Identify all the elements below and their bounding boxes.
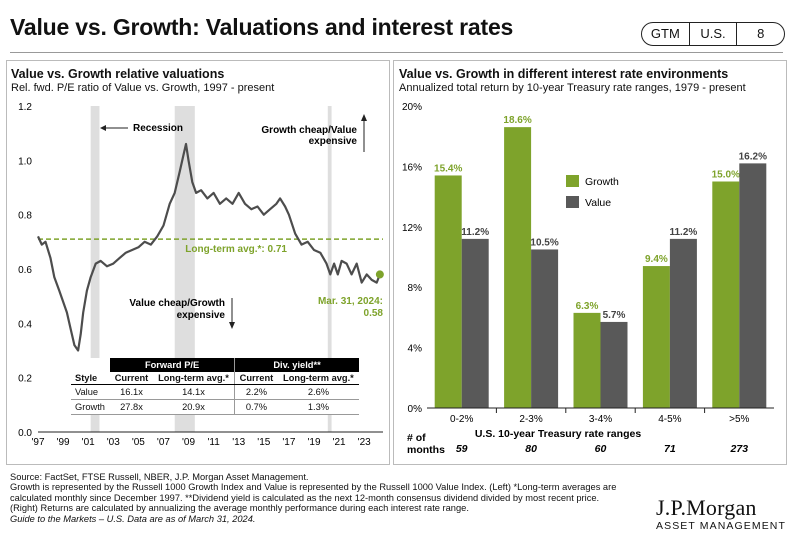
pe-current-cell: 16.1x <box>110 384 153 400</box>
latest-value-point <box>375 270 384 279</box>
latest-date-label: Mar. 31, 2024: <box>318 296 383 307</box>
x-tick-label: '99 <box>57 437 70 448</box>
style-cell: Value <box>71 384 111 400</box>
y-tick-label: 1.2 <box>18 102 32 113</box>
table-row: Growth 27.8x 20.9x 0.7% 1.3% <box>71 399 359 415</box>
x-tick-label: '05 <box>132 437 145 448</box>
recession-annotation: Recession <box>133 123 183 134</box>
x-tick-label: '01 <box>82 437 95 448</box>
dy-avg-cell: 2.6% <box>277 384 359 400</box>
x-tick-label: '03 <box>107 437 120 448</box>
latest-value-label: 0.58 <box>364 308 384 319</box>
footnote-line: Growth is represented by the Russell 100… <box>10 482 617 493</box>
dividend-yield-group-header: Div. yield** <box>234 358 359 372</box>
growth-cheap-label-2: expensive <box>309 136 358 147</box>
footnote-line: calculated monthly since December 1997. … <box>10 492 600 503</box>
dy-current-cell: 0.7% <box>234 399 278 415</box>
logo-sub-text: ASSET MANAGEMENT <box>656 520 787 532</box>
x-tick-label: '97 <box>31 437 44 448</box>
x-tick-label: '15 <box>257 437 270 448</box>
right-chart-subtitle: Annualized total return by 10-year Treas… <box>399 82 746 94</box>
page-title: Value vs. Growth: Valuations and interes… <box>10 14 514 40</box>
value-cheap-arrow-head <box>229 322 235 329</box>
pe-current-cell: 27.8x <box>110 399 153 415</box>
pe-longterm-column-header: Long-term avg.* <box>152 372 235 385</box>
x-tick-label: '23 <box>358 437 371 448</box>
growth-cheap-arrow-head <box>361 114 367 121</box>
value-cheap-label-1: Value cheap/Growth <box>129 298 225 309</box>
footnotes: Source: FactSet, FTSE Russell, NBER, J.P… <box>10 472 650 524</box>
y-tick-label: 0.4 <box>18 319 32 330</box>
badge-gtm: GTM <box>650 26 680 41</box>
x-tick-label: '19 <box>307 437 320 448</box>
recession-band <box>90 106 100 432</box>
left-chart-subtitle: Rel. fwd. P/E ratio of Value vs. Growth,… <box>11 82 275 94</box>
table-row: Value 16.1x 14.1x 2.2% 2.6% <box>71 384 359 400</box>
right-panel-frame <box>393 60 787 465</box>
pe-avg-cell: 20.9x <box>152 399 235 415</box>
y-tick-label: 0.6 <box>18 265 32 276</box>
dy-avg-cell: 1.3% <box>277 399 359 415</box>
pe-avg-cell: 14.1x <box>152 384 235 400</box>
left-panel-frame <box>6 60 390 465</box>
y-tick-label: 0.2 <box>18 374 32 385</box>
badge-page-number: 8 <box>736 23 784 45</box>
table-group-header-row: Forward P/E Div. yield** <box>71 358 359 372</box>
table-column-header-row: Style Current Long-term avg.* Current Lo… <box>71 372 359 385</box>
left-chart-title: Value vs. Growth relative valuations <box>11 67 225 81</box>
x-tick-label: '11 <box>207 437 220 448</box>
value-cheap-label-2: expensive <box>177 310 226 321</box>
style-column-header: Style <box>71 372 111 385</box>
logo-main-text: J.P.Morgan <box>656 495 757 520</box>
dy-current-cell: 2.2% <box>234 384 278 400</box>
right-chart-title: Value vs. Growth in different interest r… <box>399 67 729 81</box>
x-tick-label: '13 <box>232 437 245 448</box>
x-tick-label: '17 <box>282 437 295 448</box>
pe-current-column-header: Current <box>110 372 153 385</box>
forward-pe-group-header: Forward P/E <box>110 358 235 372</box>
y-tick-label: 0.0 <box>18 428 32 439</box>
badge-group: GTM U.S. 8 <box>641 22 785 46</box>
recession-band <box>174 106 195 432</box>
y-tick-label: 0.8 <box>18 211 32 222</box>
dy-current-column-header: Current <box>234 372 278 385</box>
footnote-line: (Right) Returns are calculated by annual… <box>10 503 469 514</box>
x-tick-label: '07 <box>157 437 170 448</box>
relative-pe-line <box>37 142 381 352</box>
long-term-average-label: Long-term avg.*: 0.71 <box>185 244 287 255</box>
jpmorgan-logo: J.P.Morgan ASSET MANAGEMENT <box>656 495 786 532</box>
x-tick-label: '09 <box>182 437 195 448</box>
badge-region: U.S. <box>688 23 737 45</box>
header-rule <box>10 52 783 53</box>
style-cell: Growth <box>71 399 111 415</box>
valuation-table: Forward P/E Div. yield** Style Current L… <box>71 358 359 415</box>
y-tick-label: 1.0 <box>18 156 32 167</box>
growth-cheap-label-1: Growth cheap/Value <box>261 125 357 136</box>
footnote-source: Source: FactSet, FTSE Russell, NBER, J.P… <box>10 472 309 482</box>
x-tick-label: '21 <box>333 437 346 448</box>
recession-arrow-head <box>100 125 106 131</box>
recession-band <box>327 106 332 432</box>
footnote-guide: Guide to the Markets – U.S. Data are as … <box>10 513 256 524</box>
dy-longterm-column-header: Long-term avg.* <box>277 372 359 385</box>
